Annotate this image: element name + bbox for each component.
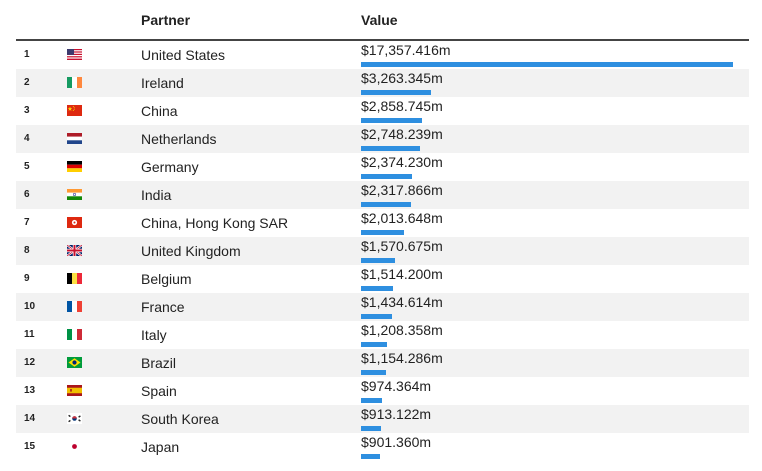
value-bar [361,230,404,235]
table-row[interactable]: 6 India $2,317.866m [16,181,749,209]
table-row[interactable]: 8 United Kingdom $1,570.675m [16,237,749,265]
jp-flag-icon [67,441,82,452]
value-column-header[interactable]: Value [361,12,398,28]
partner-name: India [141,187,172,203]
es-flag-icon [67,385,82,396]
value-label: $974.364m [361,378,432,394]
table-body: 1 United States $17,357.416m 2 Ireland $3,263… [16,41,749,461]
table-row[interactable]: 15 Japan $901.360m [16,433,749,461]
rank-number: 10 [24,301,36,312]
value-label: $1,208.358m [361,322,443,338]
de-flag-icon [67,161,82,172]
value-bar [361,314,392,319]
value-bar [361,174,412,179]
gb-flag-icon [67,245,82,256]
partner-name: Italy [141,327,167,343]
value-bar [361,426,381,431]
table-row[interactable]: 5 Germany $2,374.230m [16,153,749,181]
partner-column-header[interactable]: Partner [141,12,191,28]
hk-flag-icon [67,217,82,228]
rank-number: 12 [24,357,36,368]
table-header: Partner Value [16,0,749,41]
partner-name: Ireland [141,75,184,91]
value-bar [361,398,382,403]
it-flag-icon [67,329,82,340]
value-label: $1,514.200m [361,266,443,282]
value-bar [361,342,387,347]
rank-number: 14 [24,413,36,424]
table-row[interactable]: 4 Netherlands $2,748.239m [16,125,749,153]
rank-number: 15 [24,441,36,452]
value-label: $3,263.345m [361,70,443,86]
table-row[interactable]: 7 China, Hong Kong SAR $2,013.648m [16,209,749,237]
table-row[interactable]: 13 Spain $974.364m [16,377,749,405]
table-row[interactable]: 10 France $1,434.614m [16,293,749,321]
value-label: $2,317.866m [361,182,443,198]
table-row[interactable]: 14 South Korea $913.122m [16,405,749,433]
table-row[interactable]: 2 Ireland $3,263.345m [16,69,749,97]
br-flag-icon [67,357,82,368]
value-bar [361,90,431,95]
partner-name: China [141,103,178,119]
table-row[interactable]: 9 Belgium $1,514.200m [16,265,749,293]
value-label: $913.122m [361,406,432,422]
value-bar [361,370,386,375]
rank-number: 13 [24,385,36,396]
partner-name: United Kingdom [141,243,241,259]
partner-name: Germany [141,159,199,175]
value-label: $2,013.648m [361,210,443,226]
fr-flag-icon [67,301,82,312]
cn-flag-icon [67,105,82,116]
table-row[interactable]: 12 Brazil $1,154.286m [16,349,749,377]
partner-name: United States [141,47,226,63]
partner-name: South Korea [141,411,219,427]
value-bar [361,118,422,123]
in-flag-icon [67,189,82,200]
us-flag-icon [67,49,82,60]
value-label: $2,374.230m [361,154,443,170]
value-label: $1,570.675m [361,238,443,254]
partner-name: Japan [141,439,180,455]
partner-name: Netherlands [141,131,217,147]
nl-flag-icon [67,133,82,144]
rank-number: 2 [24,77,30,88]
rank-number: 4 [24,133,30,144]
value-bar [361,258,395,263]
value-bar [361,146,420,151]
partner-name: Spain [141,383,177,399]
ie-flag-icon [67,77,82,88]
partner-name: Brazil [141,355,177,371]
value-label: $1,434.614m [361,294,443,310]
be-flag-icon [67,273,82,284]
partner-name: China, Hong Kong SAR [141,215,289,231]
value-label: $17,357.416m [361,42,451,58]
value-label: $1,154.286m [361,350,443,366]
table-row[interactable]: 11 Italy $1,208.358m [16,321,749,349]
value-bar [361,454,380,459]
kr-flag-icon [67,413,82,424]
rank-number: 9 [24,273,30,284]
value-label: $2,748.239m [361,126,443,142]
partner-value-table: Partner Value 1 United States $17,357.416m… [16,0,749,461]
rank-number: 1 [24,49,30,60]
value-bar [361,62,733,67]
rank-number: 7 [24,217,30,228]
value-label: $2,858.745m [361,98,443,114]
rank-number: 6 [24,189,30,200]
table-row[interactable]: 1 United States $17,357.416m [16,41,749,69]
rank-number: 5 [24,161,30,172]
table-row[interactable]: 3 China $2,858.745m [16,97,749,125]
partner-name: Belgium [141,271,192,287]
rank-number: 3 [24,105,30,116]
value-bar [361,202,411,207]
partner-name: France [141,299,185,315]
rank-number: 11 [24,329,35,340]
value-label: $901.360m [361,434,432,450]
value-bar [361,286,393,291]
rank-number: 8 [24,245,30,256]
